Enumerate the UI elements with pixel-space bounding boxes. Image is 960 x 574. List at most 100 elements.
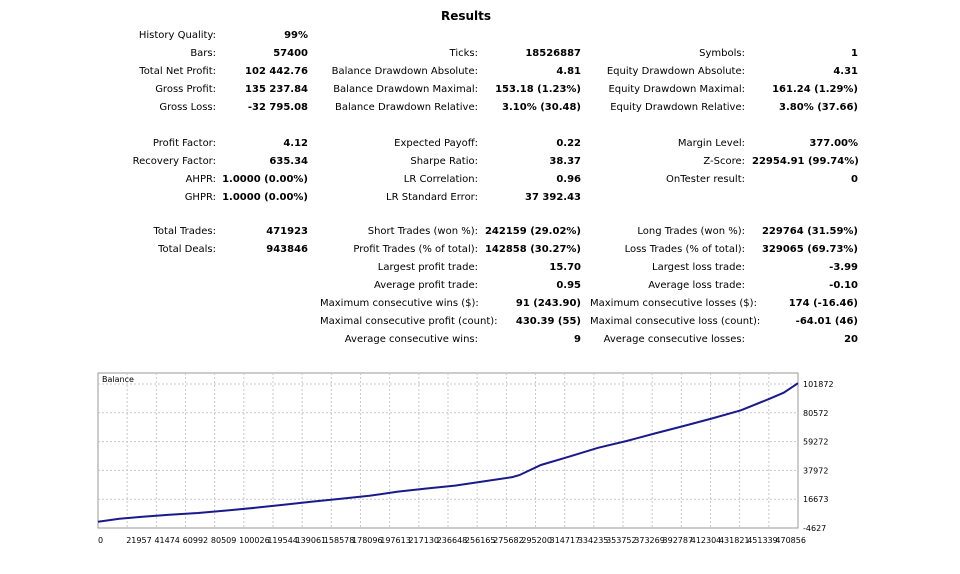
stat-label: Average loss trade: <box>648 280 745 291</box>
x-tick-label: 21957 <box>126 536 151 545</box>
stat-value: 943846 <box>266 244 308 255</box>
stat-label: Equity Drawdown Maximal: <box>608 84 745 95</box>
stat-label: Long Trades (won %): <box>637 226 745 237</box>
stat-label: Total Trades: <box>153 226 217 237</box>
stat-value: 377.00% <box>809 138 858 149</box>
y-tick-label: 16673 <box>803 495 828 504</box>
x-tick-label: 139061 <box>296 536 327 545</box>
stat-value: 4.81 <box>556 66 581 77</box>
stat-value: 1 <box>851 48 858 59</box>
stat-value: 4.12 <box>283 138 308 149</box>
stat-label: Maximal consecutive profit (count): <box>320 316 498 327</box>
balance-chart-svg: 101872 80572 59272 37972 16673 -4627 0 21957 414… <box>97 372 834 545</box>
stat-value: 102 442.76 <box>245 66 308 77</box>
stat-value: 38.37 <box>549 156 581 167</box>
stat-value: 0.96 <box>556 174 581 185</box>
stat-value: 242159 (29.02%) <box>484 226 581 237</box>
x-tick-label: 217130 <box>408 536 439 545</box>
x-tick-label: 119544 <box>267 536 298 545</box>
stat-label: Expected Payoff: <box>394 138 478 149</box>
stat-value: 135 237.84 <box>245 84 308 95</box>
stat-value: -0.10 <box>829 280 858 291</box>
x-tick-label: 334235 <box>578 536 609 545</box>
stat-value: 329065 (69.73%) <box>761 244 858 255</box>
stat-value: 635.34 <box>269 156 308 167</box>
stat-label: Gross Loss: <box>159 102 216 113</box>
stat-label: Total Net Profit: <box>139 66 216 77</box>
stat-label: History Quality: <box>138 30 216 41</box>
x-tick-label: 0 <box>98 536 103 545</box>
x-tick-label: 197613 <box>380 536 411 545</box>
stat-label: Total Deals: <box>158 244 216 255</box>
x-tick-label: 470856 <box>775 536 806 545</box>
stat-value: 3.10% (30.48) <box>502 102 581 113</box>
stat-value: -32 795.08 <box>247 102 308 113</box>
stat-label: Maximum consecutive losses ($): <box>590 298 757 309</box>
x-tick-label: 60992 <box>183 536 208 545</box>
x-tick-label: 373269 <box>634 536 665 545</box>
x-tick-label: 392787 <box>663 536 694 545</box>
y-tick-label: 37972 <box>803 466 828 475</box>
stat-value: 4.31 <box>833 66 858 77</box>
stat-value: 471923 <box>266 226 308 237</box>
x-tick-label: 412304 <box>691 536 722 545</box>
stat-label: Maximum consecutive wins ($): <box>320 298 479 309</box>
stat-value: -64.01 (46) <box>795 316 858 327</box>
stat-value: 3.80% (37.66) <box>779 102 858 113</box>
y-tick-label: -4627 <box>803 524 826 533</box>
x-tick-label: 275682 <box>493 536 524 545</box>
stat-label: Gross Profit: <box>155 84 216 95</box>
stat-label: Average profit trade: <box>373 280 478 291</box>
stat-value: 15.70 <box>549 262 581 273</box>
x-tick-label: 451339 <box>747 536 778 545</box>
stat-label: Recovery Factor: <box>132 156 216 167</box>
x-tick-label: 178096 <box>352 536 383 545</box>
stat-value: 57400 <box>273 48 308 59</box>
stat-label: Equity Drawdown Absolute: <box>606 66 745 77</box>
balance-chart: 101872 80572 59272 37972 16673 -4627 0 21957 414… <box>0 365 960 571</box>
x-tick-label: 314717 <box>550 536 581 545</box>
stat-value: 1.0000 (0.00%) <box>222 174 308 185</box>
stat-label: Equity Drawdown Relative: <box>610 102 745 113</box>
balance-series-line <box>97 382 799 523</box>
stat-value: 142858 (30.27%) <box>484 244 581 255</box>
stat-label: Symbols: <box>699 48 745 59</box>
stat-value: 161.24 (1.29%) <box>772 84 858 95</box>
stat-label: Z-Score: <box>703 156 745 167</box>
stat-label: Profit Trades (% of total): <box>353 244 478 255</box>
stat-value: 174 (-16.46) <box>788 298 858 309</box>
y-tick-label: 59272 <box>803 438 828 447</box>
stat-label: GHPR: <box>184 192 216 203</box>
x-tick-label: 80509 <box>211 536 236 545</box>
x-tick-label: 431821 <box>719 536 750 545</box>
stat-label: AHPR: <box>185 174 216 185</box>
stat-label: LR Correlation: <box>403 174 478 185</box>
stat-label: Bars: <box>190 48 216 59</box>
stat-label: Margin Level: <box>677 138 745 149</box>
stat-value: 0.95 <box>556 280 581 291</box>
stat-value: 37 392.43 <box>525 192 581 203</box>
stat-label: Loss Trades (% of total): <box>624 244 745 255</box>
stat-value: -3.99 <box>829 262 858 273</box>
stat-value: 430.39 (55) <box>515 316 581 327</box>
x-tick-label: 158578 <box>324 536 355 545</box>
y-tick-label: 101872 <box>803 380 834 389</box>
stat-label: Balance Drawdown Relative: <box>334 102 478 113</box>
stat-value: 22954.91 (99.74%) <box>752 156 859 167</box>
stat-label: OnTester result: <box>665 174 745 185</box>
stat-value: 0.22 <box>556 138 581 149</box>
stat-value: 9 <box>574 334 581 345</box>
stat-value: 0 <box>851 174 858 185</box>
stat-value: 18526887 <box>525 48 581 59</box>
chart-title: Balance <box>102 375 134 384</box>
x-tick-label: 236648 <box>437 536 468 545</box>
stat-value: 1.0000 (0.00%) <box>222 192 308 203</box>
stat-label: Ticks: <box>449 48 478 59</box>
stat-value: 99% <box>284 30 308 41</box>
stat-label: Maximal consecutive loss (count): <box>590 316 761 327</box>
x-tick-label: 256165 <box>465 536 496 545</box>
x-tick-label: 295200 <box>521 536 552 545</box>
stat-value: 153.18 (1.23%) <box>495 84 581 95</box>
y-tick-label: 80572 <box>803 409 828 418</box>
stat-label: Sharpe Ratio: <box>410 156 478 167</box>
